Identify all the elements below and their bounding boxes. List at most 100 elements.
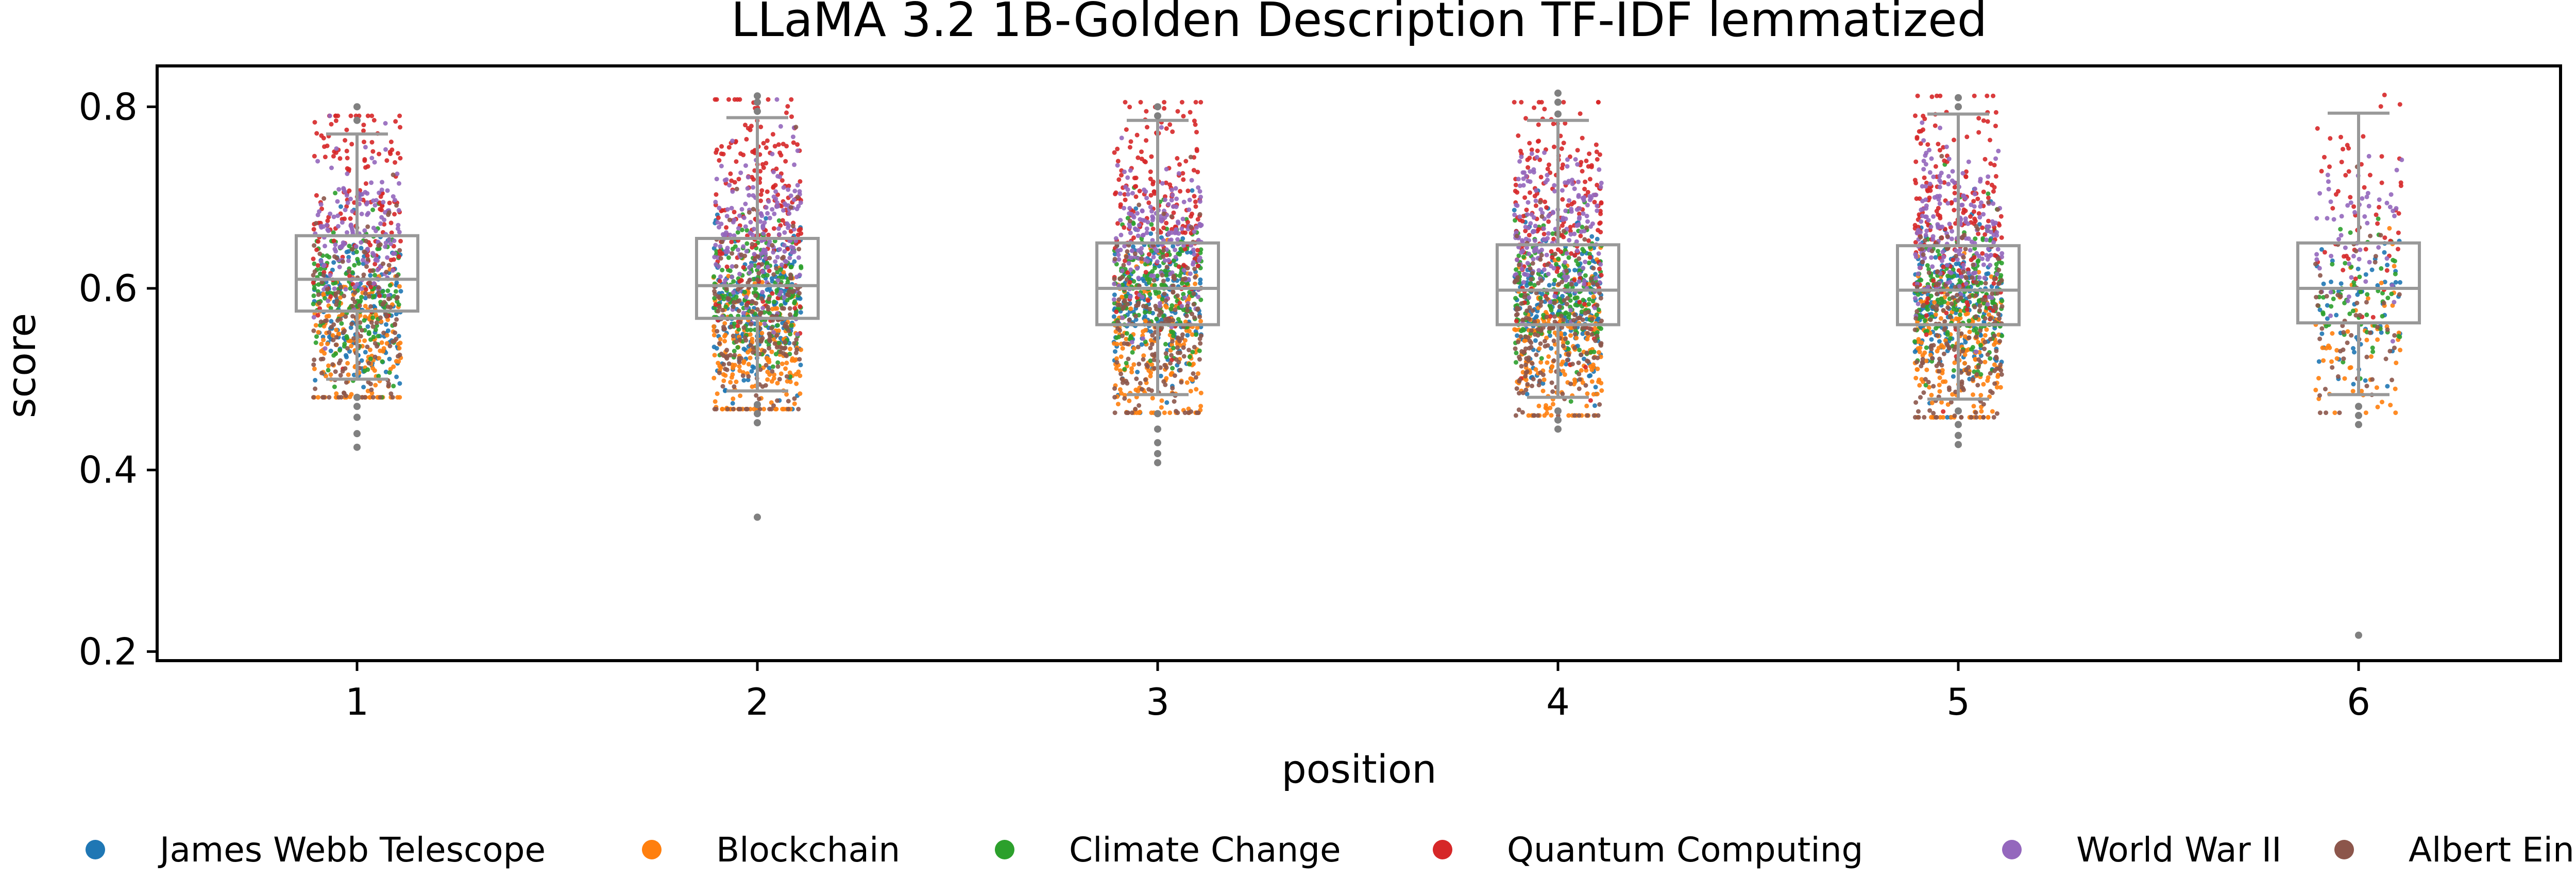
strip-point — [1542, 413, 1547, 418]
strip-point — [380, 191, 385, 196]
strip-point — [1594, 142, 1599, 147]
strip-point — [1174, 196, 1179, 201]
strip-point — [348, 113, 353, 118]
strip-point — [752, 149, 757, 154]
strip-point — [367, 395, 372, 400]
strip-point — [1125, 381, 1130, 386]
strip-point — [749, 369, 754, 374]
strip-point — [1176, 171, 1181, 176]
strip-point — [1531, 167, 1536, 172]
strip-point — [1183, 159, 1189, 164]
strip-point — [328, 290, 333, 296]
strip-point — [737, 368, 742, 373]
strip-point — [1549, 249, 1554, 254]
strip-point — [1164, 220, 1169, 226]
strip-point — [1527, 346, 1532, 351]
strip-point — [1992, 362, 1997, 367]
strip-point — [1112, 252, 1117, 256]
strip-point — [1134, 376, 1139, 382]
strip-point — [315, 263, 320, 268]
strip-point — [1133, 406, 1138, 411]
strip-point — [730, 372, 735, 377]
strip-point — [390, 339, 395, 344]
strip-point — [380, 302, 385, 307]
strip-point — [1526, 413, 1531, 418]
strip-point — [1557, 273, 1562, 278]
strip-point — [1536, 383, 1541, 388]
strip-point — [344, 354, 349, 359]
strip-point — [1191, 262, 1195, 267]
strip-point — [799, 347, 804, 352]
strip-point — [397, 284, 402, 289]
strip-point — [1523, 374, 1528, 379]
strip-point — [1572, 231, 1577, 236]
strip-point — [1137, 403, 1142, 408]
strip-point — [1195, 217, 1200, 222]
strip-point — [1586, 238, 1591, 243]
strip-point — [1171, 273, 1176, 279]
strip-point — [1122, 304, 1127, 309]
strip-point — [1968, 214, 1973, 219]
strip-point — [728, 379, 733, 385]
strip-point — [791, 140, 796, 145]
strip-point — [1571, 318, 1577, 323]
strip-point — [1934, 93, 1939, 98]
strip-point — [1153, 265, 1157, 270]
strip-point — [381, 200, 386, 205]
strip-point — [1514, 230, 1519, 235]
strip-point — [782, 230, 787, 235]
strip-point — [1568, 307, 1573, 313]
strip-point — [1549, 307, 1554, 313]
strip-point — [1566, 413, 1571, 418]
strip-point — [1931, 278, 1936, 283]
strip-point — [311, 395, 316, 400]
strip-point — [1197, 255, 1202, 261]
strip-point — [793, 313, 798, 318]
strip-point — [1527, 316, 1532, 321]
strip-point — [1569, 282, 1574, 287]
strip-point — [798, 310, 803, 315]
strip-point — [1572, 332, 1578, 337]
strip-point — [1997, 223, 2002, 228]
strip-point — [376, 290, 381, 295]
strip-point — [1198, 100, 1204, 105]
strip-point — [1551, 282, 1556, 287]
strip-point — [1198, 277, 1203, 282]
strip-point — [1987, 305, 1992, 310]
strip-point — [329, 122, 334, 127]
strip-point — [345, 230, 349, 235]
strip-point — [1127, 145, 1132, 150]
strip-point — [1576, 179, 1581, 184]
strip-point — [766, 199, 771, 204]
strip-point — [316, 239, 320, 244]
strip-point — [1140, 218, 1145, 223]
strip-point — [1530, 230, 1535, 235]
strip-point — [1575, 162, 1580, 167]
strip-point — [1945, 415, 1950, 420]
strip-point — [796, 407, 801, 411]
strip-point — [1166, 258, 1171, 263]
strip-point — [719, 221, 724, 227]
strip-point — [767, 366, 772, 371]
strip-point — [1142, 289, 1147, 294]
strip-point — [1551, 210, 1556, 215]
strip-point — [1565, 180, 1570, 185]
strip-point — [365, 113, 370, 118]
strip-point — [347, 244, 352, 249]
strip-point — [1562, 298, 1567, 303]
strip-point — [732, 97, 737, 102]
strip-point — [750, 384, 755, 389]
strip-point — [1526, 165, 1531, 170]
strip-point — [333, 342, 338, 348]
strip-point — [764, 363, 769, 368]
strip-point — [343, 138, 348, 143]
strip-point — [731, 407, 736, 411]
strip-point — [786, 292, 791, 298]
strip-point — [1584, 225, 1589, 230]
strip-point — [1573, 282, 1579, 287]
strip-point — [787, 288, 792, 294]
strip-point — [370, 315, 376, 320]
strip-point — [378, 315, 383, 320]
strip-point — [1141, 357, 1146, 362]
strip-point — [784, 353, 789, 358]
